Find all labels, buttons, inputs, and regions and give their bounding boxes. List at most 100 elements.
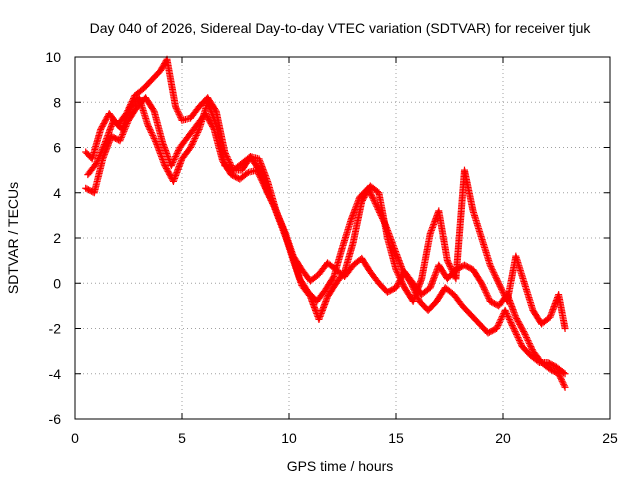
data-point [187,144,195,151]
data-point [560,380,568,388]
data-point [493,276,501,284]
data-point [503,309,511,317]
data-point [490,270,498,278]
data-point [557,376,565,384]
data-point [369,195,377,203]
data-point [487,263,495,271]
data-point [174,109,182,117]
data-point [170,156,178,164]
data-point [447,264,455,272]
data-point [408,281,416,289]
data-point [526,341,534,349]
axis-ticks [74,56,611,420]
data-point [269,201,277,209]
data-point [194,127,202,135]
data-point [504,312,512,320]
data-point [514,334,522,342]
data-point [485,294,493,302]
data-point [96,150,104,158]
data-point [193,130,201,138]
data-point [97,148,105,156]
data-point [91,161,99,169]
data-point [492,273,500,281]
data-point [480,284,488,292]
data-point [495,279,503,287]
data-point [480,285,488,293]
data-point [483,290,491,298]
data-point [443,257,451,265]
y-tick-label: 6 [53,140,61,156]
data-point [483,291,491,299]
data-point [152,137,160,145]
data-point [146,125,154,133]
data-point [172,153,180,161]
data-point [393,269,401,277]
data-point [523,334,531,342]
x-tick-label: 5 [178,430,186,446]
data-point [510,326,518,334]
data-point [174,107,182,115]
data-point [486,261,494,269]
data-point [370,196,378,204]
data-point [368,193,376,201]
y-tick-label: 0 [53,275,61,291]
data-point [515,337,523,345]
data-point [560,369,568,377]
data-point [117,135,125,143]
data-point [371,199,379,207]
data-point [524,337,532,345]
data-point [175,110,183,118]
data-point [92,159,100,167]
data-point [493,323,501,331]
data-point [169,159,177,167]
data-point [188,140,196,148]
data-point [174,147,182,155]
y-tick-label: -2 [49,321,62,337]
data-point [506,317,514,325]
y-tick-label: -4 [49,366,62,382]
data-point [171,154,179,162]
data-point [509,323,517,331]
data-point [498,285,506,293]
data-point [513,332,521,340]
data-point [446,263,454,271]
data-point [149,106,157,114]
data-point [94,155,102,163]
data-point [497,315,505,323]
data-point [499,288,507,296]
data-point [498,287,506,295]
data-point [167,162,175,170]
data-point [534,357,542,365]
data-point [502,308,510,316]
data-point [116,137,124,145]
data-point [100,142,108,150]
data-point [118,132,126,140]
data-point [189,139,197,147]
data-point [522,332,530,340]
data-point [397,276,405,284]
data-point [269,199,277,207]
data-point [396,275,404,283]
x-axis-title: GPS time / hours [287,458,394,474]
data-point [264,189,272,197]
data-point [267,196,275,204]
data-point [192,131,200,139]
data-point [482,288,490,296]
data-point [398,279,406,287]
data-point [372,201,380,209]
data-point [144,122,152,130]
data-point [395,272,403,280]
data-point [558,377,566,385]
data-point [150,134,158,142]
data-point [147,127,155,135]
data-point [407,279,415,287]
data-point [446,261,453,269]
data-point [493,275,501,283]
series-trace-c [84,94,569,332]
data-point [561,383,569,391]
y-tick-label: 8 [53,94,61,110]
data-point [515,335,523,343]
data-point [523,335,531,343]
y-tick-label: 4 [53,185,61,201]
